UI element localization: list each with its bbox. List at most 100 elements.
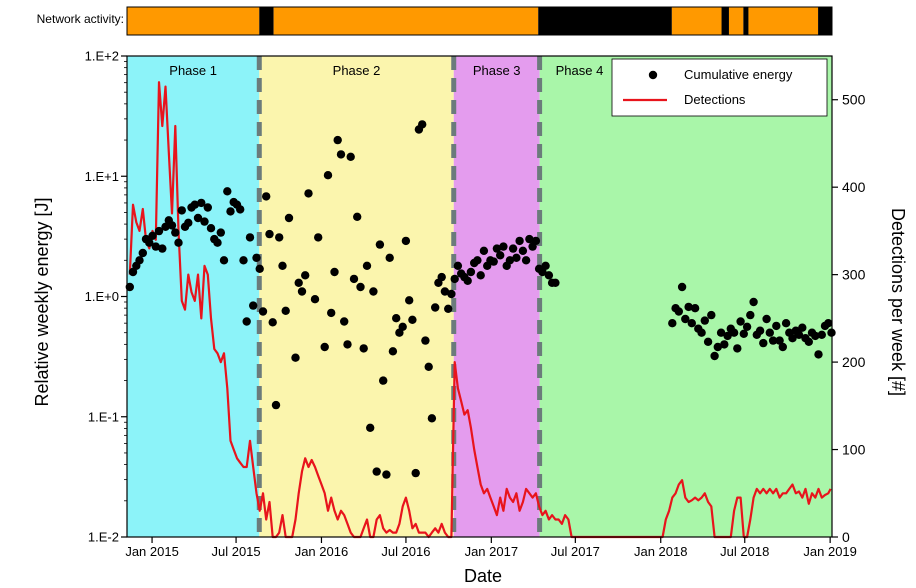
x-tick-label: Jan 2019 bbox=[803, 544, 857, 559]
energy-point bbox=[755, 326, 765, 335]
x-tick-label: Jan 2015 bbox=[125, 544, 179, 559]
energy-point bbox=[814, 350, 823, 359]
energy-point bbox=[788, 334, 797, 343]
phase-label-4: Phase 4 bbox=[556, 63, 604, 78]
energy-point bbox=[372, 467, 381, 476]
activity-segment-2 bbox=[273, 7, 539, 35]
energy-point bbox=[236, 205, 245, 214]
energy-point bbox=[772, 321, 781, 331]
energy-point bbox=[668, 319, 677, 328]
x-tick-label: Jan 2017 bbox=[465, 544, 519, 559]
energy-point bbox=[716, 328, 726, 337]
energy-point bbox=[284, 213, 294, 223]
energy-point bbox=[437, 272, 446, 282]
activity-segment-8 bbox=[748, 7, 819, 35]
energy-point bbox=[742, 322, 752, 331]
energy-point bbox=[733, 344, 742, 353]
energy-point bbox=[265, 229, 274, 239]
energy-point bbox=[385, 253, 394, 262]
energy-point bbox=[677, 282, 687, 292]
energy-point bbox=[203, 203, 212, 212]
energy-point bbox=[762, 314, 771, 324]
energy-point bbox=[258, 307, 268, 316]
legend: Cumulative energy Detections bbox=[611, 58, 828, 117]
y-left-tick-label: 1.E+1 bbox=[85, 169, 119, 184]
energy-point bbox=[759, 338, 768, 348]
y-left-tick-label: 1.E+0 bbox=[85, 289, 119, 304]
energy-point bbox=[297, 287, 307, 296]
phase-label-1: Phase 1 bbox=[169, 63, 217, 78]
energy-point bbox=[794, 330, 804, 339]
energy-point bbox=[703, 337, 713, 346]
energy-point bbox=[379, 376, 388, 385]
network-activity-bar: Network activity: bbox=[37, 6, 833, 36]
energy-point bbox=[356, 282, 365, 292]
energy-point bbox=[271, 400, 281, 410]
activity-bar-frame bbox=[126, 6, 833, 36]
energy-point bbox=[512, 253, 521, 262]
energy-point bbox=[320, 342, 329, 352]
energy-point bbox=[369, 287, 378, 296]
energy-point bbox=[177, 206, 186, 215]
phase-region-2 bbox=[259, 56, 454, 537]
x-tick-label: Jan 2016 bbox=[295, 544, 349, 559]
energy-point bbox=[710, 351, 719, 361]
energy-point bbox=[444, 304, 453, 313]
legend-label-energy: Cumulative energy bbox=[684, 67, 793, 82]
energy-point bbox=[249, 301, 258, 310]
energy-point bbox=[294, 278, 303, 287]
energy-point bbox=[346, 152, 355, 161]
energy-point bbox=[301, 271, 310, 280]
y-right-tick-label: 300 bbox=[842, 267, 866, 283]
energy-point bbox=[401, 236, 411, 246]
phase-backgrounds: Phase 1 Phase 2 Phase 3 Phase 4 bbox=[127, 56, 832, 537]
activity-segment-0 bbox=[127, 7, 260, 35]
energy-point bbox=[431, 303, 440, 312]
energy-point bbox=[336, 150, 346, 159]
energy-point bbox=[690, 304, 700, 313]
energy-point bbox=[330, 267, 339, 277]
energy-point bbox=[366, 423, 375, 432]
energy-point bbox=[531, 236, 541, 246]
energy-point bbox=[749, 297, 758, 307]
energy-point bbox=[281, 306, 290, 315]
energy-point bbox=[515, 236, 524, 246]
energy-point bbox=[518, 246, 528, 255]
energy-point bbox=[223, 187, 232, 196]
energy-point bbox=[262, 192, 271, 201]
energy-point bbox=[684, 302, 693, 312]
y-left-tick-label: 1.E+2 bbox=[85, 49, 119, 64]
y-axis-left-label: Relative weekly energy [J] bbox=[32, 197, 52, 406]
energy-point bbox=[739, 329, 748, 338]
energy-point bbox=[158, 244, 167, 253]
energy-point bbox=[343, 340, 352, 349]
energy-point bbox=[697, 328, 706, 337]
energy-point bbox=[154, 226, 164, 236]
energy-point bbox=[505, 256, 515, 265]
energy-point bbox=[359, 344, 368, 353]
energy-point bbox=[798, 323, 807, 332]
energy-point bbox=[551, 278, 560, 287]
energy-point bbox=[268, 318, 277, 327]
energy-point bbox=[349, 274, 359, 284]
energy-point bbox=[398, 322, 407, 331]
energy-point bbox=[291, 353, 300, 362]
energy-point bbox=[278, 261, 287, 270]
energy-point bbox=[473, 256, 482, 265]
legend-label-detections: Detections bbox=[684, 92, 746, 107]
energy-point bbox=[304, 189, 313, 198]
y-right-tick-label: 0 bbox=[842, 529, 850, 545]
y-right-tick-label: 200 bbox=[842, 354, 866, 370]
energy-point bbox=[427, 414, 437, 423]
energy-point bbox=[245, 233, 255, 242]
energy-point bbox=[421, 336, 430, 345]
activity-segment-1 bbox=[259, 7, 274, 35]
activity-segment-3 bbox=[538, 7, 672, 35]
energy-point bbox=[411, 468, 420, 478]
energy-point bbox=[499, 242, 508, 251]
y-right-tick-label: 400 bbox=[842, 179, 866, 195]
energy-point bbox=[674, 307, 683, 316]
energy-point bbox=[193, 213, 203, 223]
energy-point bbox=[353, 212, 362, 221]
